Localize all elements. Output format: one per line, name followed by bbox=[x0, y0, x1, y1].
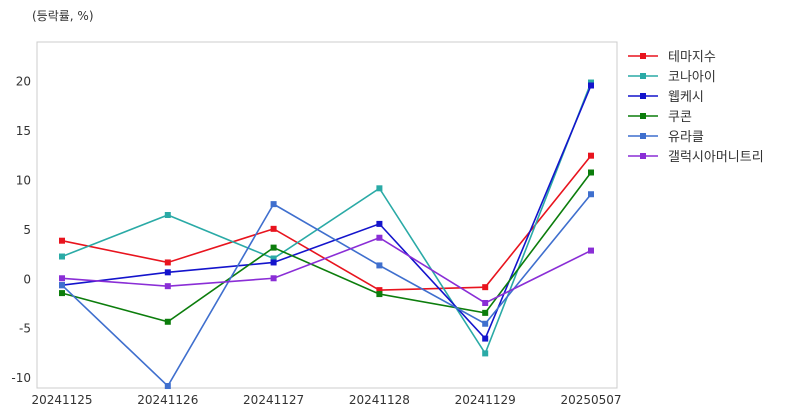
plot-frame bbox=[36, 41, 618, 389]
data-point bbox=[588, 82, 594, 89]
data-point bbox=[270, 255, 277, 262]
legend-label: 갤럭시아머니트리 bbox=[668, 150, 764, 165]
series-group bbox=[59, 152, 594, 294]
legend-item: 웹케시 bbox=[628, 90, 704, 105]
data-point bbox=[59, 282, 65, 289]
data-point bbox=[482, 299, 489, 306]
data-point bbox=[164, 259, 171, 266]
data-point bbox=[270, 201, 277, 208]
data-point bbox=[482, 350, 489, 357]
data-point bbox=[376, 287, 383, 294]
x-tick-label: 20250507 bbox=[560, 393, 621, 407]
legend-swatch-marker bbox=[640, 113, 646, 119]
legend-item: 유라클 bbox=[628, 130, 704, 145]
legend-swatch-marker bbox=[640, 153, 646, 159]
y-tick-label: 5 bbox=[23, 223, 31, 237]
legend-label: 코나아이 bbox=[668, 70, 716, 85]
legend-item: 테마지수 bbox=[628, 50, 716, 65]
series-group bbox=[59, 234, 594, 306]
legend-label: 쿠콘 bbox=[668, 110, 692, 125]
x-tick-label: 20241128 bbox=[349, 393, 410, 407]
data-point bbox=[588, 169, 594, 176]
data-point bbox=[270, 275, 277, 282]
y-tick-label: -5 bbox=[19, 322, 31, 336]
data-point bbox=[376, 234, 383, 241]
unit-label: (등락률, %) bbox=[32, 9, 94, 23]
x-tick-label: 20241126 bbox=[137, 393, 198, 407]
data-point bbox=[482, 284, 489, 291]
series-line bbox=[61, 82, 592, 356]
data-point bbox=[376, 185, 383, 192]
data-point bbox=[588, 152, 594, 159]
data-point bbox=[59, 290, 65, 297]
series-group bbox=[59, 191, 594, 390]
data-point bbox=[164, 318, 171, 325]
series-line bbox=[61, 193, 592, 388]
x-tick-label: 20241129 bbox=[455, 393, 516, 407]
legend-item: 쿠콘 bbox=[628, 110, 692, 125]
legend-item: 코나아이 bbox=[628, 70, 716, 85]
legend-swatch-marker bbox=[640, 133, 646, 139]
data-point bbox=[59, 237, 65, 244]
data-point bbox=[270, 225, 277, 232]
data-point bbox=[376, 220, 383, 227]
series-group bbox=[59, 169, 594, 325]
legend-label: 테마지수 bbox=[668, 50, 716, 65]
x-tick-label: 20241127 bbox=[243, 393, 304, 407]
data-point bbox=[482, 309, 489, 316]
y-tick-label: 10 bbox=[16, 173, 31, 187]
data-point bbox=[482, 320, 489, 327]
y-tick-label: 20 bbox=[16, 75, 31, 89]
legend-swatch-marker bbox=[640, 53, 646, 59]
y-tick-label: 0 bbox=[23, 272, 31, 286]
series-lines bbox=[59, 79, 594, 390]
axes: -10 -5 0 5 10 15 20 20241125 20241126 20241127 202… bbox=[11, 41, 622, 407]
legend-swatch-marker bbox=[640, 73, 646, 79]
legend-item: 갤럭시아머니트리 bbox=[628, 150, 764, 165]
data-point bbox=[164, 212, 171, 218]
data-point bbox=[270, 244, 277, 251]
data-point bbox=[59, 275, 65, 282]
data-point bbox=[376, 262, 383, 269]
data-point bbox=[270, 259, 277, 266]
data-point bbox=[482, 335, 489, 342]
legend-label: 웹케시 bbox=[668, 90, 704, 105]
data-point bbox=[164, 283, 171, 290]
y-tick-label: 15 bbox=[16, 124, 31, 138]
legend-label: 유라클 bbox=[668, 130, 704, 145]
data-point bbox=[588, 247, 594, 254]
legend-swatch-marker bbox=[640, 93, 646, 99]
data-point bbox=[588, 191, 594, 198]
data-point bbox=[376, 291, 383, 298]
data-point bbox=[59, 253, 65, 260]
series-line bbox=[61, 172, 592, 323]
y-tick-label: -10 bbox=[11, 371, 31, 385]
series-line bbox=[61, 85, 592, 341]
x-tick-label: 20241125 bbox=[31, 393, 92, 407]
series-line bbox=[61, 155, 592, 291]
data-point bbox=[164, 383, 171, 390]
series-line bbox=[61, 236, 592, 304]
data-point bbox=[164, 269, 171, 276]
